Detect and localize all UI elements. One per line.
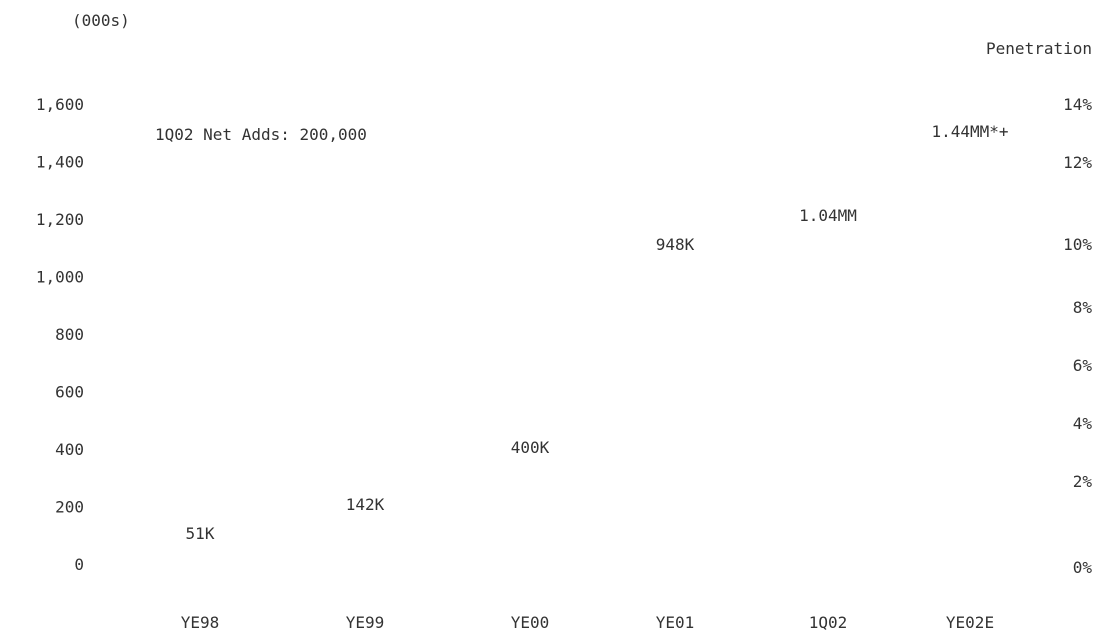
- bar-ye98: [152, 550, 248, 565]
- y-tick-label: 1,200: [36, 210, 84, 229]
- value-label-ye01: 948K: [656, 235, 695, 254]
- y2-tick-label: 2%: [1073, 472, 1093, 491]
- bar-ye02e: [922, 151, 1018, 565]
- y-tick-label: 800: [55, 325, 84, 344]
- y-tick-label: 1,000: [36, 268, 84, 287]
- y2-tick-label: 8%: [1073, 298, 1093, 317]
- y2-tick-label: 14%: [1063, 95, 1092, 114]
- y2-axis-ticks: 0% 2% 4% 6% 8% 10% 12% 14%: [1063, 95, 1092, 577]
- y-tick-label: 400: [55, 440, 84, 459]
- left-axis-unit: (000s): [72, 11, 130, 30]
- x-axis-ticks: YE98 YE99 YE00 YE01 1Q02 YE02E: [181, 613, 994, 632]
- value-label-ye02e: 1.44MM*+: [931, 122, 1008, 141]
- bar-ye00: [482, 450, 578, 565]
- x-tick-label: 1Q02: [809, 613, 848, 632]
- y2-tick-label: 6%: [1073, 356, 1093, 375]
- x-tick-label: YE99: [346, 613, 385, 632]
- y-tick-label: 200: [55, 498, 84, 517]
- net-adds-annotation: 1Q02 Net Adds: 200,000: [155, 125, 367, 144]
- right-axis-title: Penetration: [986, 39, 1092, 58]
- y2-tick-label: 0%: [1073, 558, 1093, 577]
- x-tick-label: YE01: [656, 613, 695, 632]
- x-tick-label: YE98: [181, 613, 220, 632]
- value-label-ye98: 51K: [186, 524, 215, 543]
- y-tick-label: 1,600: [36, 95, 84, 114]
- y2-tick-label: 12%: [1063, 153, 1092, 172]
- bar-ye01: [627, 292, 723, 565]
- y2-tick-label: 4%: [1073, 414, 1093, 433]
- value-label-1q02: 1.04MM: [799, 206, 857, 225]
- bar-ye99: [317, 524, 413, 565]
- bars-group: [152, 151, 1018, 565]
- x-tick-label: YE02E: [946, 613, 994, 632]
- value-labels-group: 51K 142K 400K 948K 1.04MM 1.44MM*+: [186, 122, 1009, 543]
- y-tick-label: 600: [55, 383, 84, 402]
- value-label-ye99: 142K: [346, 495, 385, 514]
- value-label-ye00: 400K: [511, 438, 550, 457]
- x-tick-label: YE00: [511, 613, 550, 632]
- y-axis-ticks: 0 200 400 600 800 1,000 1,200 1,400 1,600: [36, 95, 84, 574]
- y-tick-label: 0: [74, 555, 84, 574]
- y-tick-label: 1,400: [36, 153, 84, 172]
- y2-tick-label: 10%: [1063, 235, 1092, 254]
- bar-1q02: [780, 266, 876, 565]
